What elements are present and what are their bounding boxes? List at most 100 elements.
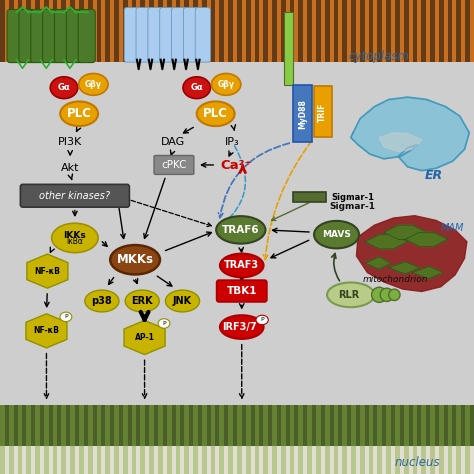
Bar [293, 192, 326, 202]
Text: DAG: DAG [161, 137, 185, 147]
FancyBboxPatch shape [66, 9, 83, 63]
Bar [386, 0, 391, 62]
Bar [439, 0, 444, 62]
Bar [439, 405, 444, 474]
Bar [334, 405, 338, 474]
Bar [79, 405, 84, 474]
Polygon shape [26, 314, 67, 348]
Text: MyD88: MyD88 [299, 99, 307, 129]
Bar [255, 405, 259, 474]
Bar [465, 0, 470, 62]
Bar [0, 0, 474, 62]
Text: Gβγ: Gβγ [85, 80, 102, 89]
Bar [395, 0, 400, 62]
Polygon shape [412, 266, 443, 279]
Bar [167, 0, 172, 62]
Bar [293, 85, 312, 142]
Bar [272, 0, 277, 62]
Text: MKKs: MKKs [117, 253, 154, 266]
Bar [404, 405, 409, 474]
Ellipse shape [165, 290, 200, 312]
Polygon shape [389, 262, 419, 274]
Text: Gα: Gα [191, 83, 203, 92]
Bar [70, 0, 75, 62]
Ellipse shape [197, 101, 235, 126]
Bar [210, 405, 215, 474]
Bar [35, 0, 40, 62]
Text: MAM: MAM [441, 222, 465, 233]
Polygon shape [365, 257, 391, 269]
Bar [0, 405, 5, 474]
Bar [44, 0, 49, 62]
Bar [9, 405, 14, 474]
Bar [184, 405, 189, 474]
Bar [0, 0, 5, 62]
Ellipse shape [327, 283, 374, 307]
Bar [193, 405, 198, 474]
Text: Gα: Gα [58, 83, 70, 92]
Bar [175, 405, 180, 474]
Text: Gβγ: Gβγ [218, 80, 235, 89]
Text: PLC: PLC [67, 107, 91, 120]
Bar [246, 0, 251, 62]
Bar [342, 405, 347, 474]
Bar [228, 0, 233, 62]
Bar [132, 405, 137, 474]
Ellipse shape [183, 77, 210, 99]
Bar [395, 405, 400, 474]
Bar [27, 405, 31, 474]
Text: JNK: JNK [173, 296, 192, 306]
Bar [18, 405, 22, 474]
FancyBboxPatch shape [124, 8, 139, 62]
Bar [281, 0, 286, 62]
Polygon shape [379, 133, 422, 152]
FancyBboxPatch shape [31, 9, 48, 63]
Bar [430, 405, 435, 474]
Polygon shape [351, 97, 469, 171]
Bar [456, 405, 461, 474]
Polygon shape [365, 235, 408, 249]
Polygon shape [356, 216, 467, 292]
Bar [210, 0, 215, 62]
Bar [342, 0, 347, 62]
Bar [35, 405, 40, 474]
Ellipse shape [50, 77, 78, 99]
Bar [421, 405, 426, 474]
Bar [360, 405, 365, 474]
Bar [97, 0, 101, 62]
Bar [316, 405, 321, 474]
Bar [290, 0, 294, 62]
Text: mitochondrion: mitochondrion [363, 275, 428, 284]
Bar [123, 405, 128, 474]
Bar [421, 0, 426, 62]
Text: IκBα: IκBα [66, 237, 83, 246]
Bar [369, 405, 374, 474]
Text: IRF3/7: IRF3/7 [222, 322, 257, 332]
FancyBboxPatch shape [20, 184, 129, 207]
Bar [447, 405, 452, 474]
Text: AP-1: AP-1 [135, 333, 155, 342]
Text: TBK1: TBK1 [227, 286, 257, 296]
Bar [132, 0, 137, 62]
Bar [237, 405, 242, 474]
Ellipse shape [389, 289, 400, 301]
Polygon shape [124, 320, 165, 355]
Bar [0, 405, 474, 474]
FancyBboxPatch shape [55, 9, 72, 63]
FancyBboxPatch shape [154, 155, 194, 174]
Bar [369, 0, 374, 62]
Bar [412, 405, 417, 474]
Ellipse shape [220, 315, 264, 339]
Bar [202, 0, 207, 62]
Text: TRAF3: TRAF3 [224, 260, 259, 271]
Bar [105, 405, 110, 474]
Bar [53, 405, 57, 474]
Text: TRIF: TRIF [319, 102, 327, 121]
Ellipse shape [79, 73, 108, 95]
Bar [264, 0, 268, 62]
Bar [149, 405, 154, 474]
Bar [53, 0, 57, 62]
Ellipse shape [256, 315, 268, 325]
Ellipse shape [60, 312, 72, 321]
Bar [158, 405, 163, 474]
